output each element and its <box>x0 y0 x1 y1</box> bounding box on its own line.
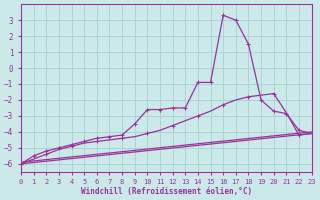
X-axis label: Windchill (Refroidissement éolien,°C): Windchill (Refroidissement éolien,°C) <box>81 187 252 196</box>
